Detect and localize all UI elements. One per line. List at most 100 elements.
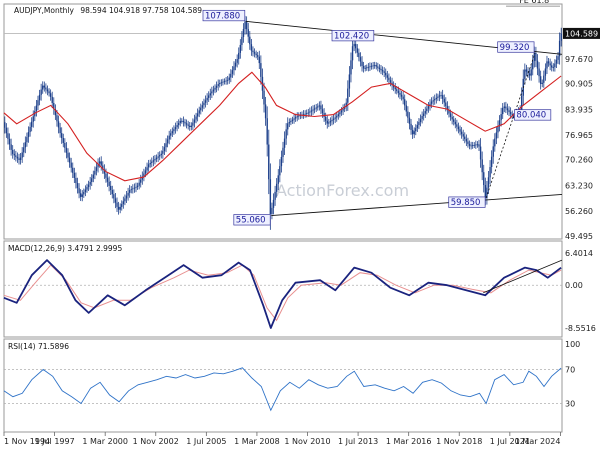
candle-body xyxy=(511,113,513,116)
price-candle xyxy=(421,111,423,124)
price-candle xyxy=(283,131,286,155)
candle-body xyxy=(392,85,395,88)
annotation-box xyxy=(331,30,375,42)
price-candle xyxy=(258,50,260,70)
price-candle xyxy=(264,96,267,126)
candle-body xyxy=(40,89,42,95)
price-candle xyxy=(113,189,115,204)
candle-body xyxy=(513,115,515,117)
macd-series-group xyxy=(3,259,563,329)
candle-body xyxy=(4,122,6,128)
candle-body xyxy=(130,189,132,191)
candle-body xyxy=(255,53,257,56)
candle-body xyxy=(187,124,189,126)
price-candle xyxy=(460,127,463,139)
price-candle xyxy=(555,55,558,68)
candle-body xyxy=(544,68,547,76)
price-candle xyxy=(415,124,417,136)
candle-body xyxy=(426,108,428,112)
candle-body xyxy=(505,106,507,109)
price-candle xyxy=(241,31,243,51)
price-candle xyxy=(89,176,91,190)
price-candle xyxy=(75,172,77,189)
candle-body xyxy=(445,102,447,107)
candle-body xyxy=(372,65,374,67)
candle-body xyxy=(554,63,556,68)
price-candle xyxy=(456,119,458,132)
price-candle xyxy=(443,94,445,107)
candle-body xyxy=(443,98,445,103)
candle-body xyxy=(377,66,379,68)
price-candle xyxy=(426,105,428,115)
candle-body xyxy=(309,111,311,113)
candle-body xyxy=(18,158,20,160)
candle-body xyxy=(260,63,262,77)
candle-body xyxy=(43,85,46,88)
candle-body xyxy=(551,65,553,68)
candle-body xyxy=(48,91,50,94)
candle-body xyxy=(144,170,147,174)
price-candle xyxy=(459,125,461,136)
axis-labels-group: 104.589 97.670 90.905 83.935 76.965 70.260 63.… xyxy=(3,27,600,446)
price-candle xyxy=(151,157,153,168)
price-candle xyxy=(490,150,493,174)
candle-body xyxy=(231,70,234,74)
price-candle xyxy=(351,37,354,70)
price-candle xyxy=(304,110,306,118)
price-candle xyxy=(239,39,242,59)
candle-body xyxy=(271,207,273,215)
candle-body xyxy=(102,165,104,170)
candle-body xyxy=(435,97,438,100)
candle-body xyxy=(13,153,15,156)
annotation-label: 102.420 xyxy=(334,31,369,41)
price-candle xyxy=(332,114,335,125)
price-candle xyxy=(539,70,542,90)
price-candle xyxy=(373,61,376,69)
price-candle xyxy=(136,182,139,190)
price-candle xyxy=(486,180,488,205)
candle-body xyxy=(479,146,482,160)
candle-body xyxy=(214,87,216,90)
price-candle xyxy=(108,176,110,192)
price-candle xyxy=(13,149,15,161)
price-candle xyxy=(296,112,298,122)
price-candle xyxy=(451,111,453,125)
candle-body xyxy=(225,80,227,82)
moving-average-line xyxy=(3,71,562,182)
price-tick-label: 97.670 xyxy=(565,55,593,64)
candle-body xyxy=(489,167,491,178)
price-candle xyxy=(103,164,106,179)
candle-body xyxy=(294,117,297,119)
price-candle xyxy=(440,91,442,99)
candle-body xyxy=(304,113,306,115)
price-candle xyxy=(380,64,382,75)
price-candle xyxy=(168,130,170,145)
candle-body xyxy=(198,110,200,114)
price-candle xyxy=(57,115,60,134)
price-candle xyxy=(76,177,79,194)
candle-body xyxy=(381,70,384,72)
price-candle xyxy=(95,162,98,176)
candle-body xyxy=(440,95,442,96)
candle-body xyxy=(239,44,242,53)
price-candle xyxy=(155,154,158,163)
candle-body xyxy=(78,188,80,194)
candle-body xyxy=(141,176,144,180)
candle-body xyxy=(15,155,17,157)
price-candle xyxy=(385,68,387,80)
candle-body xyxy=(81,194,83,197)
candle-body xyxy=(462,134,464,137)
price-candle xyxy=(541,79,543,88)
annotation-label: FE 61.8 xyxy=(519,0,549,5)
price-candle xyxy=(124,194,126,206)
candle-body xyxy=(171,131,174,134)
candle-body xyxy=(467,141,469,144)
candle-body xyxy=(26,137,28,143)
candle-body xyxy=(490,156,493,168)
price-candle xyxy=(324,112,327,125)
candle-body xyxy=(79,193,82,197)
price-candle xyxy=(475,140,477,149)
price-candle xyxy=(467,137,469,148)
annotation-box xyxy=(514,109,552,121)
price-candle xyxy=(378,64,381,73)
